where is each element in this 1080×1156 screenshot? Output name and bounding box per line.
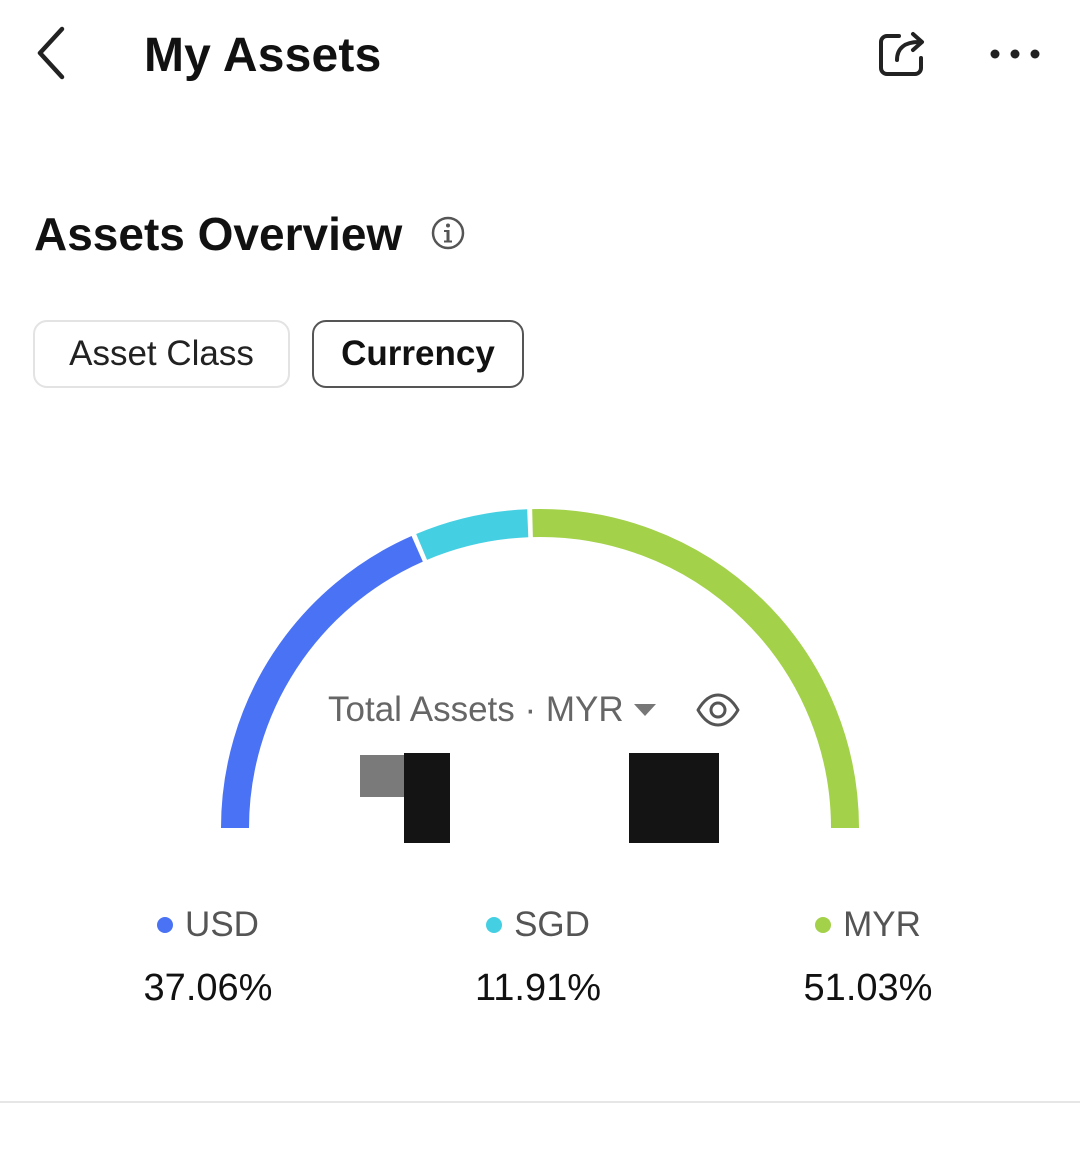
total-assets-label: Total Assets · MYR [328, 690, 624, 729]
info-button[interactable] [430, 215, 466, 251]
share-icon [879, 32, 924, 76]
chevron-left-icon [37, 26, 65, 80]
toggle-visibility-button[interactable] [695, 690, 741, 730]
page-title: My Assets [144, 29, 382, 82]
legend-percentage: 11.91% [474, 967, 602, 1009]
caret-down-icon [633, 704, 656, 716]
tab-asset-class[interactable]: Asset Class [33, 320, 290, 388]
myr-color-dot [815, 917, 832, 933]
back-button[interactable] [24, 18, 80, 88]
legend-item-usd: USD 37.06% [88, 900, 328, 1012]
info-icon [431, 216, 465, 250]
eye-icon [696, 693, 740, 727]
section-title: Assets Overview [34, 208, 403, 260]
redacted-block [404, 753, 450, 843]
total-assets-currency-selector[interactable]: Total Assets · MYR [328, 688, 656, 732]
redacted-block [629, 753, 719, 843]
legend-item-sgd: SGD 11.91% [418, 900, 658, 1012]
top-bar: My Assets [0, 0, 1080, 110]
more-button[interactable] [980, 24, 1050, 84]
legend-item-myr: MYR 51.03% [748, 900, 988, 1012]
tab-currency[interactable]: Currency [312, 320, 524, 388]
more-icon [990, 49, 1040, 59]
redacted-block [360, 755, 406, 797]
share-button[interactable] [868, 20, 938, 86]
legend-percentage: 37.06% [143, 967, 273, 1009]
legend-label: SGD [514, 905, 590, 944]
legend-percentage: 51.03% [803, 967, 933, 1009]
legend-label: USD [185, 905, 259, 944]
legend-label: MYR [843, 905, 921, 944]
sgd-color-dot [486, 917, 503, 933]
divider [0, 1101, 1080, 1103]
usd-color-dot [157, 917, 174, 933]
gauge-segment-sgd [416, 509, 529, 560]
